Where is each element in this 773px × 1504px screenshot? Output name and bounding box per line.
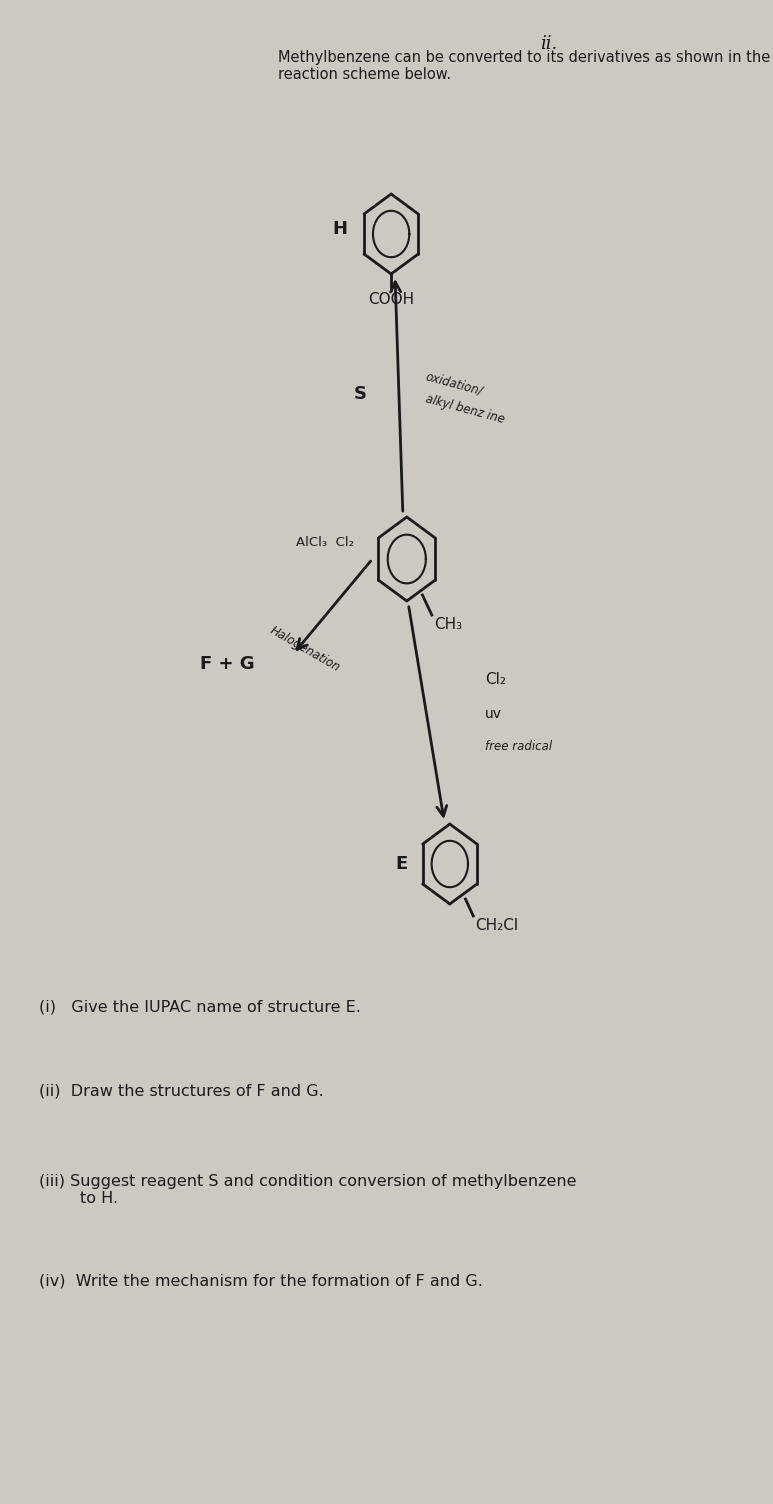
Text: Methylbenzene can be converted to its derivatives as shown in the
reaction schem: Methylbenzene can be converted to its de… [278, 50, 770, 83]
Text: (i)   Give the IUPAC name of structure E.: (i) Give the IUPAC name of structure E. [39, 1000, 361, 1015]
Text: Halogenation: Halogenation [267, 624, 342, 675]
Text: (ii)  Draw the structures of F and G.: (ii) Draw the structures of F and G. [39, 1084, 324, 1099]
Text: ii.: ii. [540, 35, 557, 53]
Text: E: E [395, 854, 407, 872]
Text: CH₂Cl: CH₂Cl [475, 917, 519, 932]
Text: alkyl benz ine: alkyl benz ine [424, 393, 506, 426]
Text: (iii) Suggest reagent S and condition conversion of methylbenzene
        to H.: (iii) Suggest reagent S and condition co… [39, 1175, 577, 1206]
Text: oxidation/: oxidation/ [424, 370, 484, 399]
Text: CH₃: CH₃ [434, 617, 462, 632]
Text: F + G: F + G [199, 656, 254, 672]
Text: uv: uv [485, 707, 502, 720]
Text: Cl₂: Cl₂ [485, 671, 506, 686]
Text: free radical: free radical [485, 740, 552, 752]
Text: COOH: COOH [368, 292, 414, 307]
Text: H: H [333, 220, 348, 238]
Text: S: S [353, 385, 366, 403]
Text: AlCl₃  Cl₂: AlCl₃ Cl₂ [295, 535, 353, 549]
Text: (iv)  Write the mechanism for the formation of F and G.: (iv) Write the mechanism for the formati… [39, 1274, 483, 1289]
